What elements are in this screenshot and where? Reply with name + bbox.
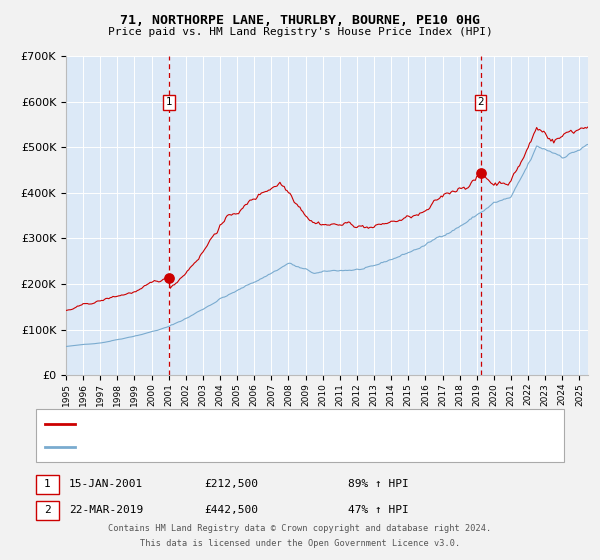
Text: HPI: Average price, detached house, South Kesteven: HPI: Average price, detached house, Sout… <box>81 442 375 452</box>
Text: 71, NORTHORPE LANE, THURLBY, BOURNE, PE10 0HG (detached house): 71, NORTHORPE LANE, THURLBY, BOURNE, PE1… <box>81 419 445 429</box>
Text: 15-JAN-2001: 15-JAN-2001 <box>69 479 143 489</box>
Text: 2: 2 <box>477 97 484 108</box>
Text: 47% ↑ HPI: 47% ↑ HPI <box>348 505 409 515</box>
Text: 1: 1 <box>166 97 173 108</box>
Text: 2: 2 <box>44 505 51 515</box>
Text: 1: 1 <box>44 479 51 489</box>
Text: Price paid vs. HM Land Registry's House Price Index (HPI): Price paid vs. HM Land Registry's House … <box>107 27 493 37</box>
Point <box>164 274 174 283</box>
Point <box>476 169 485 178</box>
Text: Contains HM Land Registry data © Crown copyright and database right 2024.: Contains HM Land Registry data © Crown c… <box>109 524 491 533</box>
Text: £212,500: £212,500 <box>204 479 258 489</box>
Text: 22-MAR-2019: 22-MAR-2019 <box>69 505 143 515</box>
Text: 71, NORTHORPE LANE, THURLBY, BOURNE, PE10 0HG: 71, NORTHORPE LANE, THURLBY, BOURNE, PE1… <box>120 14 480 27</box>
Text: £442,500: £442,500 <box>204 505 258 515</box>
Text: 89% ↑ HPI: 89% ↑ HPI <box>348 479 409 489</box>
Text: This data is licensed under the Open Government Licence v3.0.: This data is licensed under the Open Gov… <box>140 539 460 548</box>
